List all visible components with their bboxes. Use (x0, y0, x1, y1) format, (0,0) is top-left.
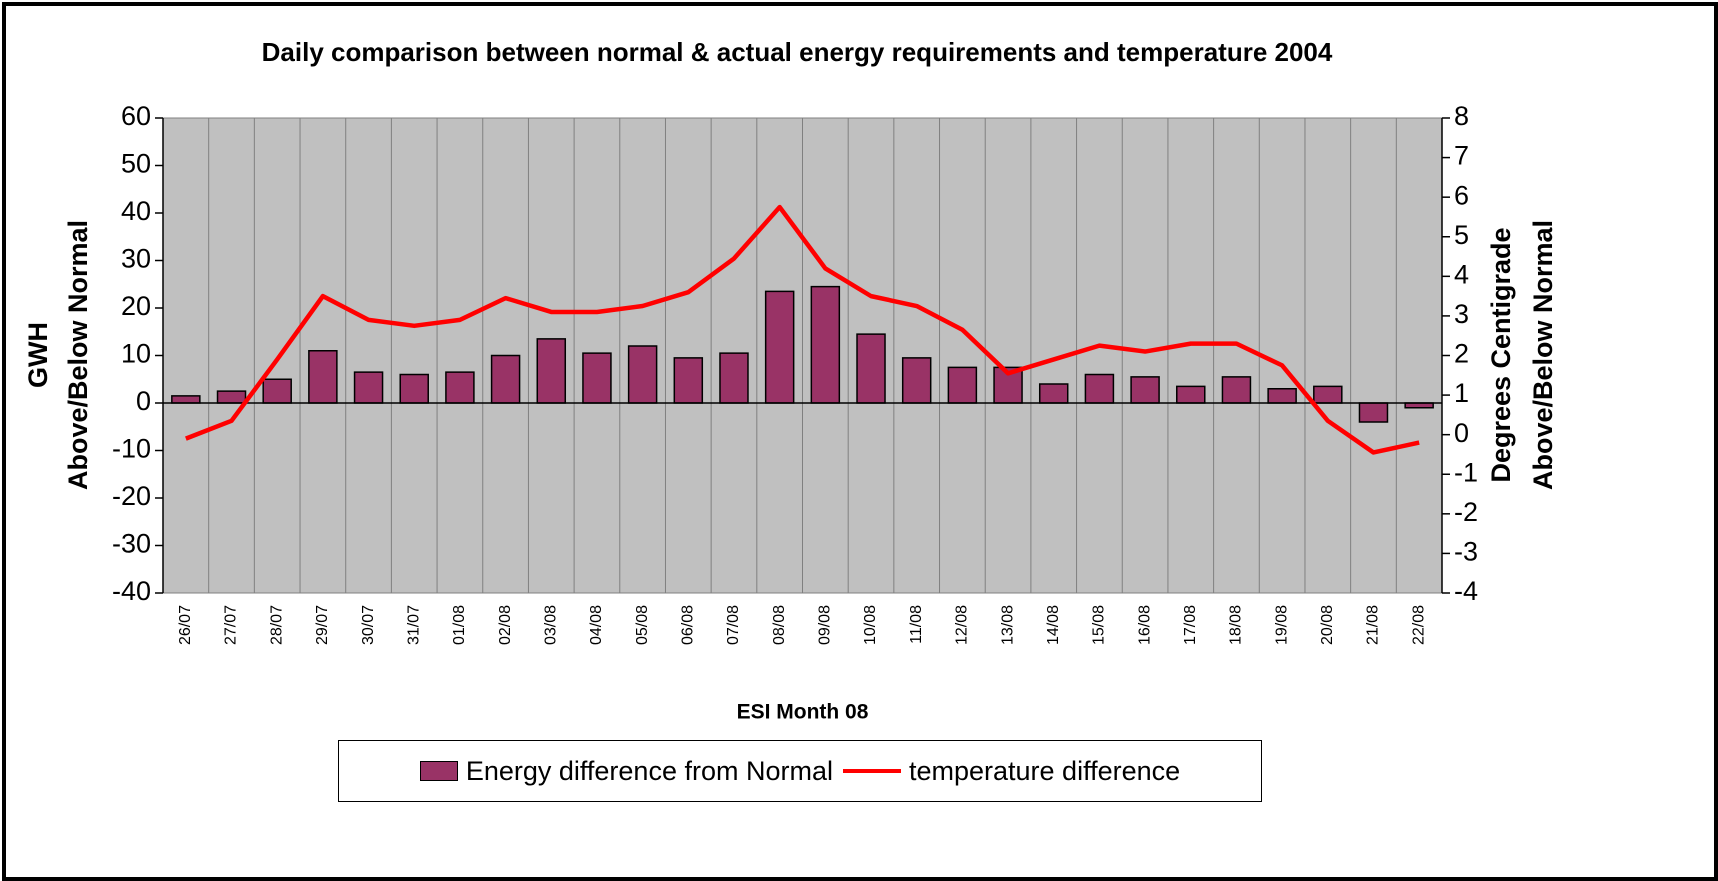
bar (1038, 383, 1069, 404)
bar (673, 357, 704, 404)
x-tick-label: 05/08 (634, 605, 651, 645)
bar (1221, 376, 1252, 404)
y-tick-label: 60 (121, 101, 151, 131)
x-tick-label: 11/08 (908, 605, 925, 644)
legend-swatch (842, 769, 901, 773)
x-tick-label: 31/07 (405, 605, 422, 645)
y2-axis-label: Above/Below Normal (1528, 220, 1558, 490)
bar (1084, 373, 1115, 404)
y2-tick-label: 4 (1454, 259, 1469, 289)
y-tick-label: -10 (112, 434, 151, 464)
y-tick-label: -20 (112, 481, 151, 511)
x-tick-label: 18/08 (1228, 605, 1245, 645)
x-tick-label: 14/08 (1045, 605, 1062, 645)
x-tick-label: 08/08 (771, 605, 788, 645)
x-tick-label: 01/08 (451, 605, 468, 645)
x-tick-label: 22/08 (1410, 605, 1427, 645)
x-axis-label: ESI Month 08 (737, 701, 869, 724)
x-tick-label: 21/08 (1365, 605, 1382, 645)
y-tick-label: 10 (121, 339, 151, 369)
x-tick-label: 19/08 (1273, 605, 1290, 645)
bar (171, 395, 201, 404)
y2-tick-label: -1 (1454, 457, 1478, 487)
bar (856, 333, 886, 404)
legend-item: temperature difference (842, 755, 1181, 787)
y2-tick-label: 8 (1454, 101, 1469, 131)
bar (582, 352, 612, 404)
y2-tick-label: 1 (1454, 378, 1469, 408)
y2-tick-label: 7 (1454, 141, 1469, 171)
legend: Energy difference from Normal temperatur… (338, 740, 1262, 802)
legend-item: Energy difference from Normal (419, 755, 833, 787)
x-tick-label: 17/08 (1182, 605, 1199, 645)
x-tick-label: 10/08 (862, 605, 879, 645)
x-tick-label: 13/08 (999, 605, 1016, 645)
bar (399, 373, 429, 404)
y2-tick-label: -4 (1454, 576, 1478, 606)
x-tick-label: 09/08 (817, 605, 834, 645)
y2-axis-label: Degrees Centigrade (1486, 227, 1516, 482)
bar (947, 366, 978, 404)
legend-label: Energy difference from Normal (465, 755, 833, 786)
y-tick-label: 40 (121, 196, 151, 226)
bar (216, 390, 247, 404)
legend-label: temperature difference (908, 755, 1181, 786)
y2-tick-label: 0 (1454, 418, 1469, 448)
bar (1313, 385, 1343, 404)
y-tick-label: 0 (136, 386, 151, 416)
bar (810, 285, 841, 404)
x-tick-label: 15/08 (1091, 605, 1108, 645)
bar (262, 378, 292, 404)
y-tick-label: 30 (121, 244, 151, 274)
x-tick-label: 12/08 (954, 605, 971, 645)
bar (764, 290, 795, 404)
y-tick-label: 50 (121, 149, 151, 179)
bar (627, 345, 658, 404)
bar (490, 354, 521, 404)
bar (1176, 385, 1206, 404)
line (185, 204, 1420, 455)
y-tick-label: -30 (112, 529, 151, 559)
y-tick-label: -40 (112, 576, 151, 606)
x-tick-label: 04/08 (588, 605, 605, 645)
x-tick-label: 16/08 (1136, 605, 1153, 645)
y2-tick-label: -3 (1454, 537, 1478, 567)
bar (1267, 388, 1297, 404)
x-tick-label: 02/08 (497, 605, 514, 645)
y-tick-label: 20 (121, 291, 151, 321)
x-tick-label: 27/07 (223, 605, 240, 645)
bar (719, 352, 749, 404)
x-tick-label: 29/07 (314, 605, 331, 645)
y-axis-label: Above/Below Normal (63, 220, 93, 490)
legend-swatch (419, 761, 458, 781)
x-tick-label: 20/08 (1319, 605, 1336, 645)
x-tick-label: 03/08 (542, 605, 559, 645)
y2-tick-label: 2 (1454, 339, 1469, 369)
y2-tick-label: 5 (1454, 220, 1469, 250)
bar (536, 338, 567, 404)
x-tick-label: 30/07 (360, 605, 377, 645)
y2-tick-label: 6 (1454, 180, 1469, 210)
bar (308, 350, 338, 404)
x-tick-label: 06/08 (680, 605, 697, 645)
x-tick-label: 26/07 (177, 605, 194, 645)
bar (445, 371, 475, 404)
x-tick-label: 07/08 (725, 605, 742, 645)
y-axis-label: GWH (23, 322, 53, 388)
y2-tick-label: 3 (1454, 299, 1469, 329)
bar (901, 357, 932, 404)
chart-title: Daily comparison between normal & actual… (261, 37, 1333, 67)
x-tick-label: 28/07 (268, 605, 285, 645)
y2-tick-label: -2 (1454, 497, 1478, 527)
bar (1358, 402, 1389, 423)
bar (1130, 376, 1160, 404)
bar (353, 371, 384, 404)
